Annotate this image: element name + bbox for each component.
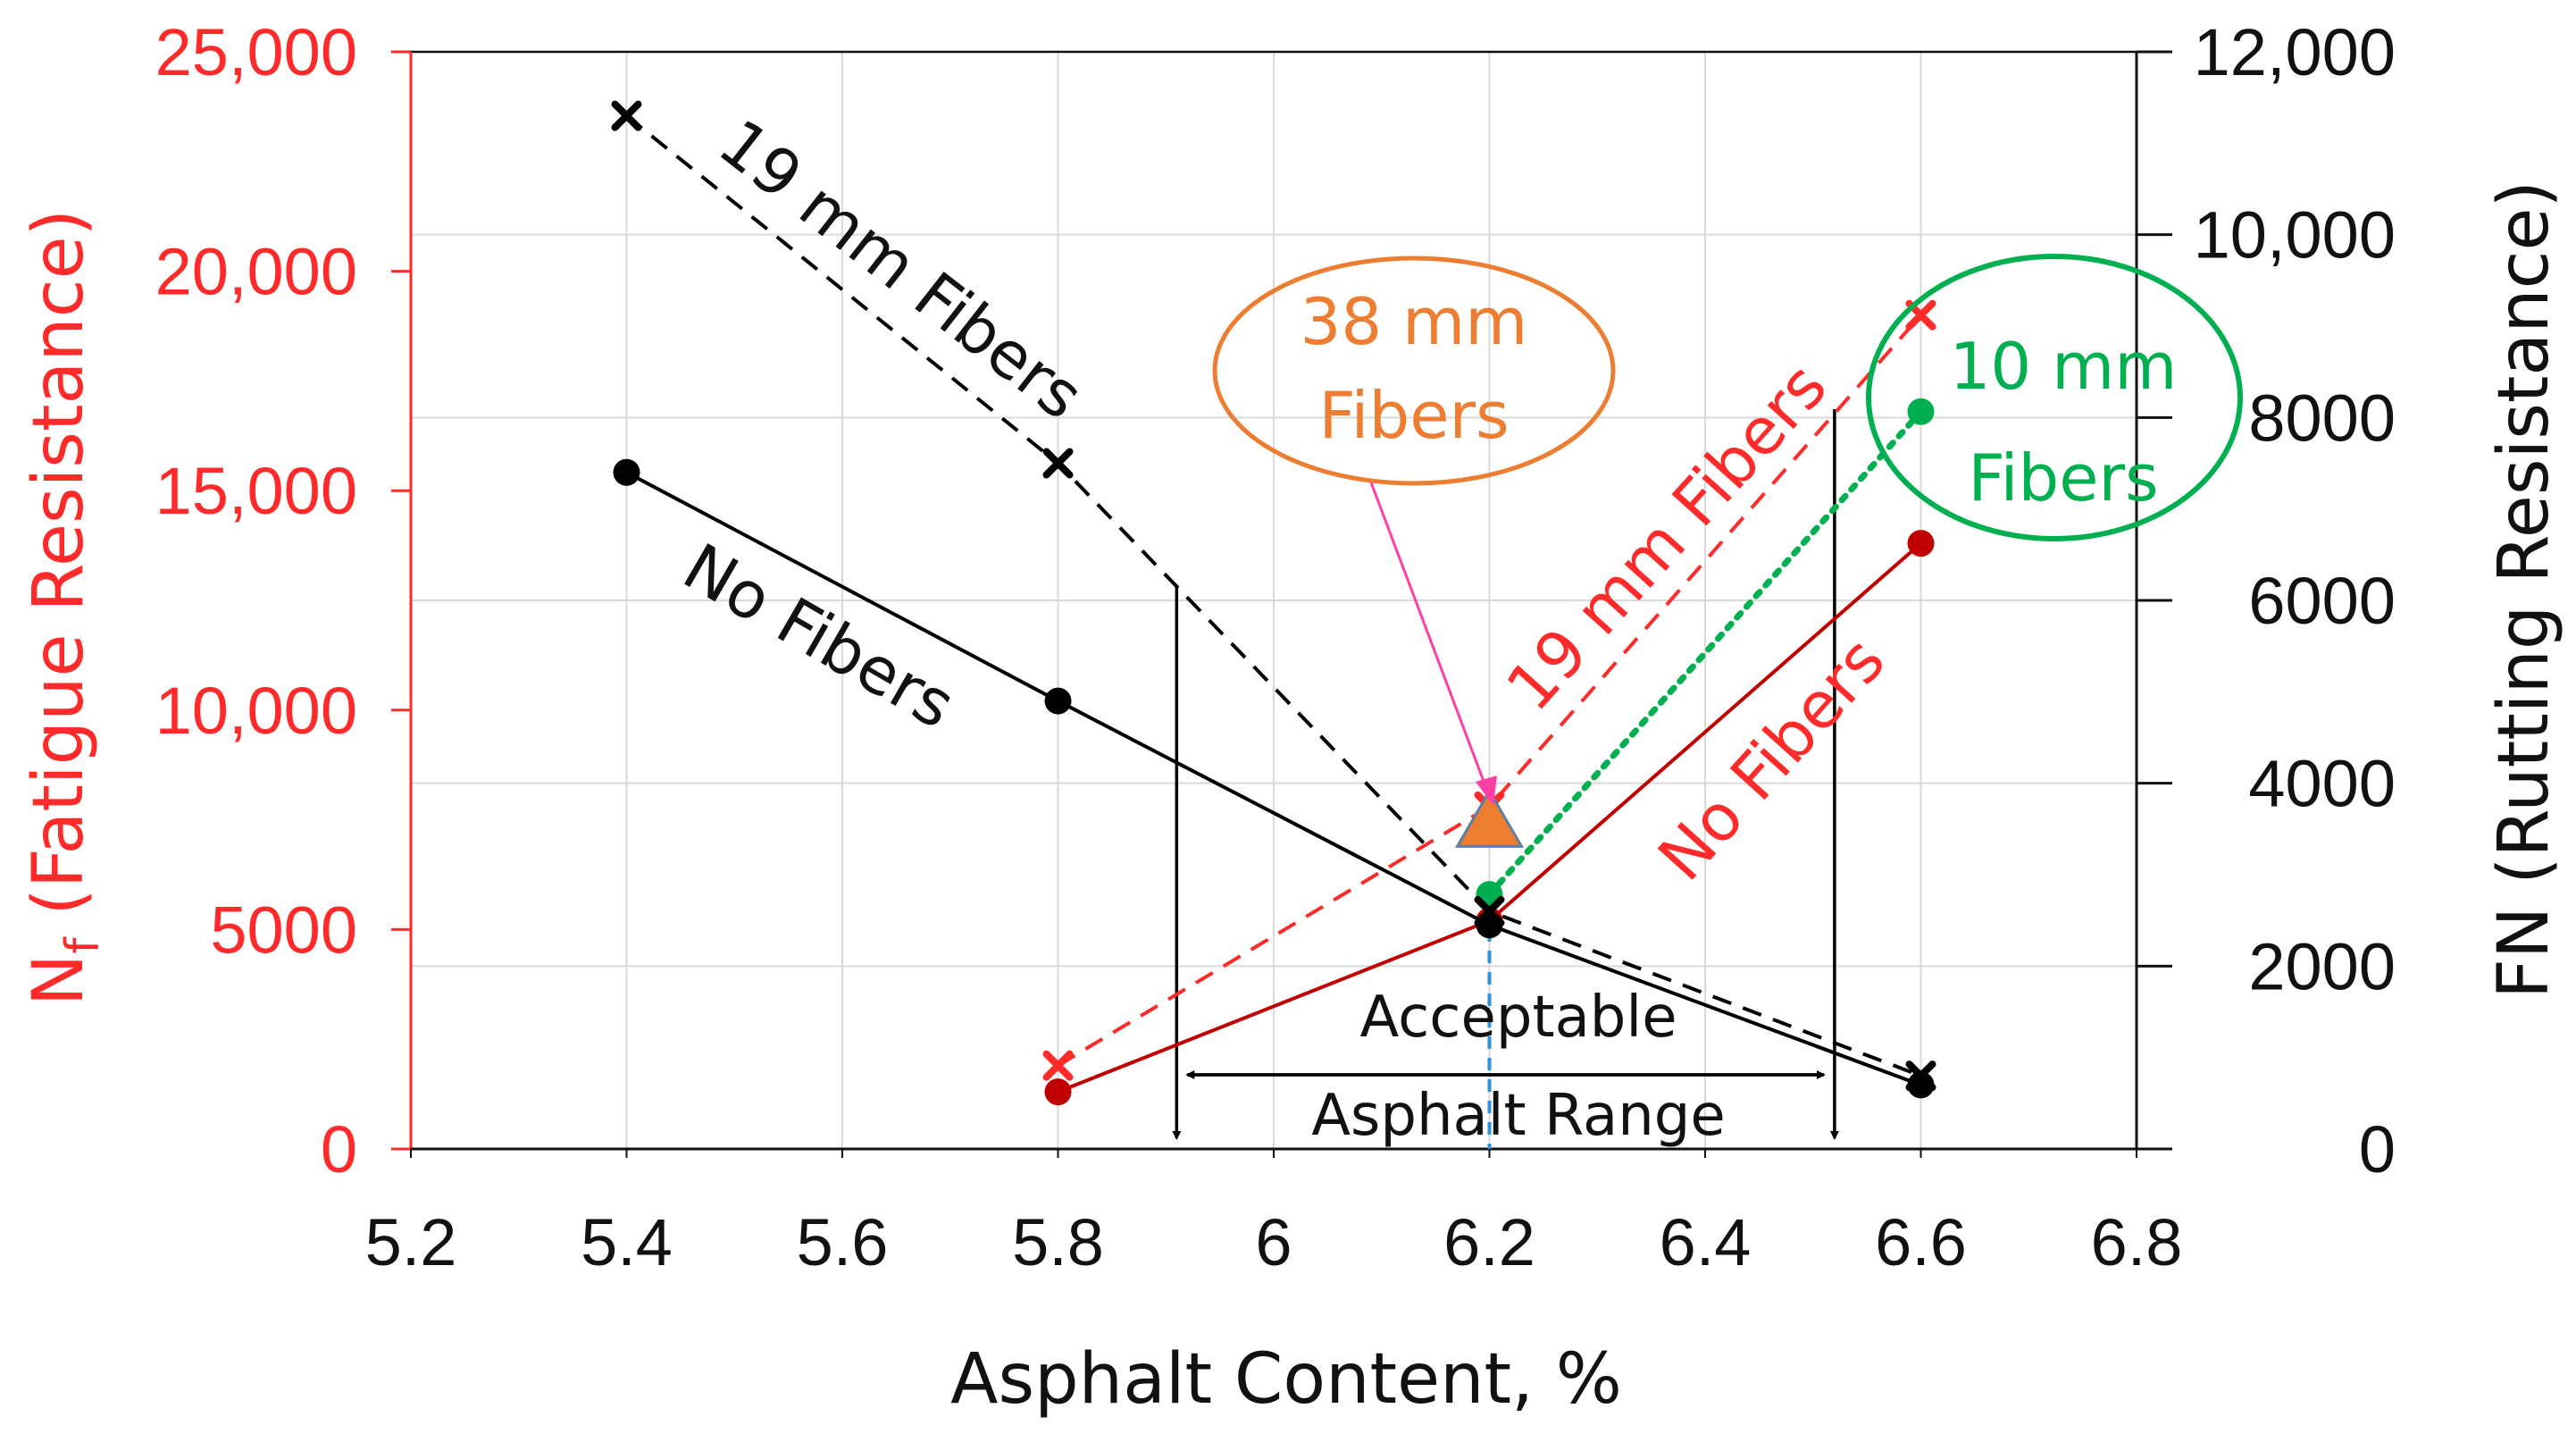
series-line bbox=[625, 470, 1922, 1087]
x-tick-label: 6.8 bbox=[2091, 1205, 2183, 1279]
x-tick-label: 6.6 bbox=[1875, 1205, 1967, 1279]
data-point bbox=[1042, 448, 1074, 479]
data-point bbox=[1044, 687, 1072, 715]
callout-38mm-arrow bbox=[1369, 482, 1489, 792]
y-left-tick-label: 25,000 bbox=[155, 15, 357, 89]
data-point-stroke bbox=[1905, 299, 1936, 331]
svg-text:Nf (Fatigue Resistance): Nf (Fatigue Resistance) bbox=[19, 209, 110, 1006]
x-tick-label: 6.4 bbox=[1660, 1205, 1752, 1279]
y-left-tick-label: 10,000 bbox=[155, 674, 357, 748]
data-point-stroke bbox=[1042, 448, 1074, 479]
x-tick-label: 6 bbox=[1255, 1205, 1292, 1279]
y-left-tick-label: 20,000 bbox=[155, 235, 357, 309]
data-point-stroke bbox=[1474, 895, 1505, 926]
x-tick-label: 5.6 bbox=[797, 1205, 889, 1279]
data-point-stroke bbox=[611, 100, 642, 131]
y-left-tick-label: 15,000 bbox=[155, 454, 357, 528]
data-point bbox=[1044, 1078, 1072, 1106]
callout-38mm-arrowhead bbox=[1476, 775, 1497, 806]
y-left-title-sub: f bbox=[56, 936, 110, 954]
acceptable-range-label-1: Acceptable bbox=[1359, 985, 1677, 1051]
y-right-tick-label: 10,000 bbox=[2194, 198, 2396, 272]
data-point bbox=[1454, 788, 1525, 848]
data-point bbox=[613, 458, 640, 486]
label-fn-no-fibers: No Fibers bbox=[672, 529, 967, 743]
data-point-stroke bbox=[1905, 1061, 1936, 1092]
label-fn-19mm: 19 mm Fibers bbox=[706, 105, 1098, 433]
callout-38mm-line1: 38 mm bbox=[1301, 284, 1528, 359]
series bbox=[611, 100, 1936, 1106]
data-point bbox=[1907, 398, 1935, 425]
series-line bbox=[1057, 314, 1923, 1068]
callout-38mm-ellipse bbox=[1212, 256, 1616, 486]
x-axis-title: Asphalt Content, % bbox=[950, 1339, 1622, 1420]
acceptable-range-label-2: Asphalt Range bbox=[1311, 1083, 1726, 1149]
data-point bbox=[611, 100, 642, 131]
axes bbox=[391, 50, 2172, 1158]
label-nf-19mm: 19 mm Fibers bbox=[1492, 348, 1841, 725]
y-right-tick-label: 12,000 bbox=[2194, 15, 2396, 89]
data-point bbox=[1905, 1061, 1936, 1092]
grid bbox=[411, 50, 2137, 1149]
data-point-stroke bbox=[1042, 1050, 1074, 1081]
y-right-tick-label: 2000 bbox=[2248, 929, 2396, 1003]
x-tick-label: 5.4 bbox=[581, 1205, 673, 1279]
x-tick-label: 5.2 bbox=[365, 1205, 457, 1279]
y-right-title-text: FN (Rutting Resistance) bbox=[2484, 180, 2564, 999]
y-axis-left-title: Nf (Fatigue Resistance) bbox=[19, 209, 110, 1006]
label-nf-no-fibers: No Fibers bbox=[1643, 623, 1899, 894]
x-tick-label: 5.8 bbox=[1012, 1205, 1104, 1279]
y-left-title-rest: (Fatigue Resistance) bbox=[19, 209, 99, 937]
y-right-tick-label: 6000 bbox=[2248, 564, 2396, 638]
callout-10mm-line2: Fibers bbox=[1968, 440, 2158, 516]
y-axis-right-title: FN (Rutting Resistance) bbox=[2484, 180, 2564, 999]
data-point bbox=[1907, 530, 1935, 558]
y-right-tick-label: 4000 bbox=[2248, 747, 2396, 821]
series-line bbox=[1486, 408, 1924, 898]
y-right-tick-label: 8000 bbox=[2248, 381, 2396, 455]
callout-10mm-line1: 10 mm bbox=[1950, 329, 2178, 404]
y-left-tick-label: 5000 bbox=[210, 893, 357, 967]
data-point bbox=[1474, 895, 1505, 926]
x-tick-label: 6.2 bbox=[1443, 1205, 1535, 1279]
tick-labels: 0 5000 10,000 15,000 20,000 25,000 0 2000 4000 60… bbox=[155, 15, 2396, 1279]
y-right-tick-label: 0 bbox=[2359, 1112, 2396, 1186]
y-left-tick-label: 0 bbox=[321, 1112, 357, 1186]
callout-10mm-ellipse bbox=[1866, 254, 2243, 541]
y-left-title-main: N bbox=[19, 954, 99, 1006]
data-point bbox=[1042, 1050, 1074, 1081]
callout-38mm-line2: Fibers bbox=[1318, 378, 1509, 453]
